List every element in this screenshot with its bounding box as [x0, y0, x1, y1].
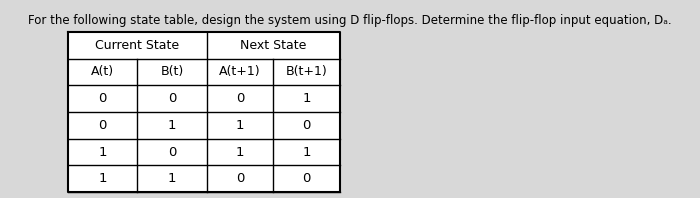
- Text: 1: 1: [168, 172, 176, 185]
- Text: 0: 0: [302, 119, 311, 132]
- Text: Next State: Next State: [240, 39, 307, 52]
- Text: 0: 0: [236, 172, 244, 185]
- Text: Current State: Current State: [95, 39, 179, 52]
- Text: A(t+1): A(t+1): [219, 66, 261, 78]
- Text: 1: 1: [236, 119, 244, 132]
- Text: 0: 0: [168, 146, 176, 159]
- Text: 0: 0: [302, 172, 311, 185]
- Text: 0: 0: [168, 92, 176, 105]
- Text: 0: 0: [99, 92, 107, 105]
- Text: For the following state table, design the system using D flip-flops. Determine t: For the following state table, design th…: [28, 14, 672, 27]
- Text: 1: 1: [99, 146, 107, 159]
- Text: 1: 1: [302, 92, 311, 105]
- Bar: [68, 32, 340, 192]
- Text: 0: 0: [99, 119, 107, 132]
- Text: 1: 1: [302, 146, 311, 159]
- Text: 1: 1: [168, 119, 176, 132]
- Text: 1: 1: [236, 146, 244, 159]
- Text: 0: 0: [236, 92, 244, 105]
- Text: A(t): A(t): [91, 66, 114, 78]
- Text: 1: 1: [99, 172, 107, 185]
- Text: B(t): B(t): [160, 66, 183, 78]
- Text: B(t+1): B(t+1): [286, 66, 328, 78]
